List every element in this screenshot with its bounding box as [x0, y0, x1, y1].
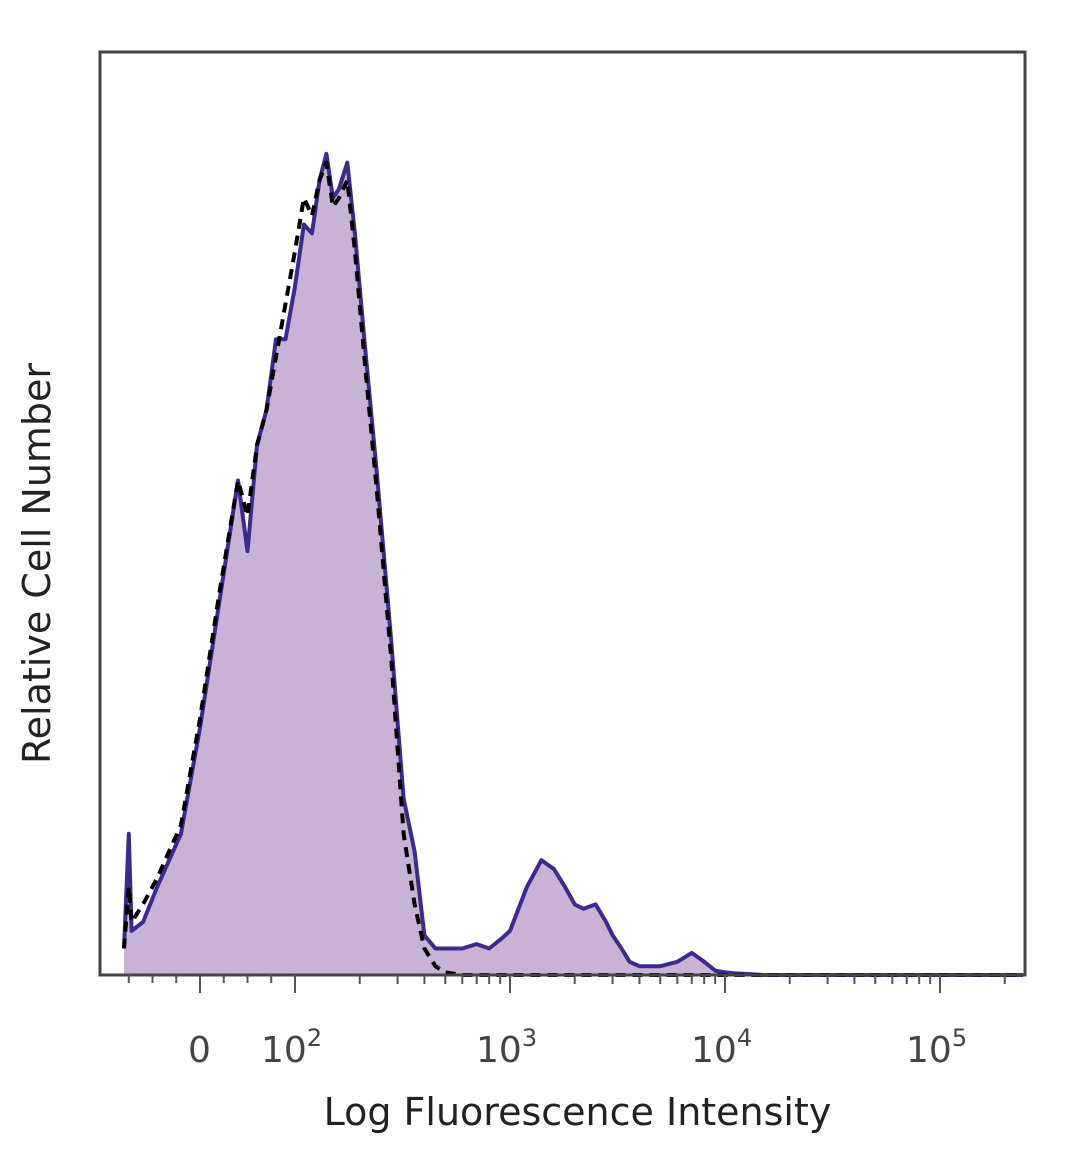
x-tick-label: 105 [906, 1024, 967, 1071]
plot-frame [98, 50, 1027, 977]
x-axis-title: Log Fluorescence Intensity [324, 1090, 832, 1134]
x-tick-label: 104 [691, 1024, 752, 1071]
x-axis-tick-labels: 0 102 103 104 105 [188, 1024, 967, 1071]
stained-histogram-fill [124, 153, 1023, 976]
plot-area [122, 151, 1023, 977]
x-tick-label: 102 [261, 1024, 322, 1071]
isotype-control-dashed-line [122, 160, 1023, 977]
x-tick-label: 103 [476, 1024, 537, 1071]
y-axis-title: Relative Cell Number [15, 363, 59, 764]
x-tick-label: 0 [188, 1030, 211, 1071]
x-axis-ticks [127, 975, 1006, 993]
